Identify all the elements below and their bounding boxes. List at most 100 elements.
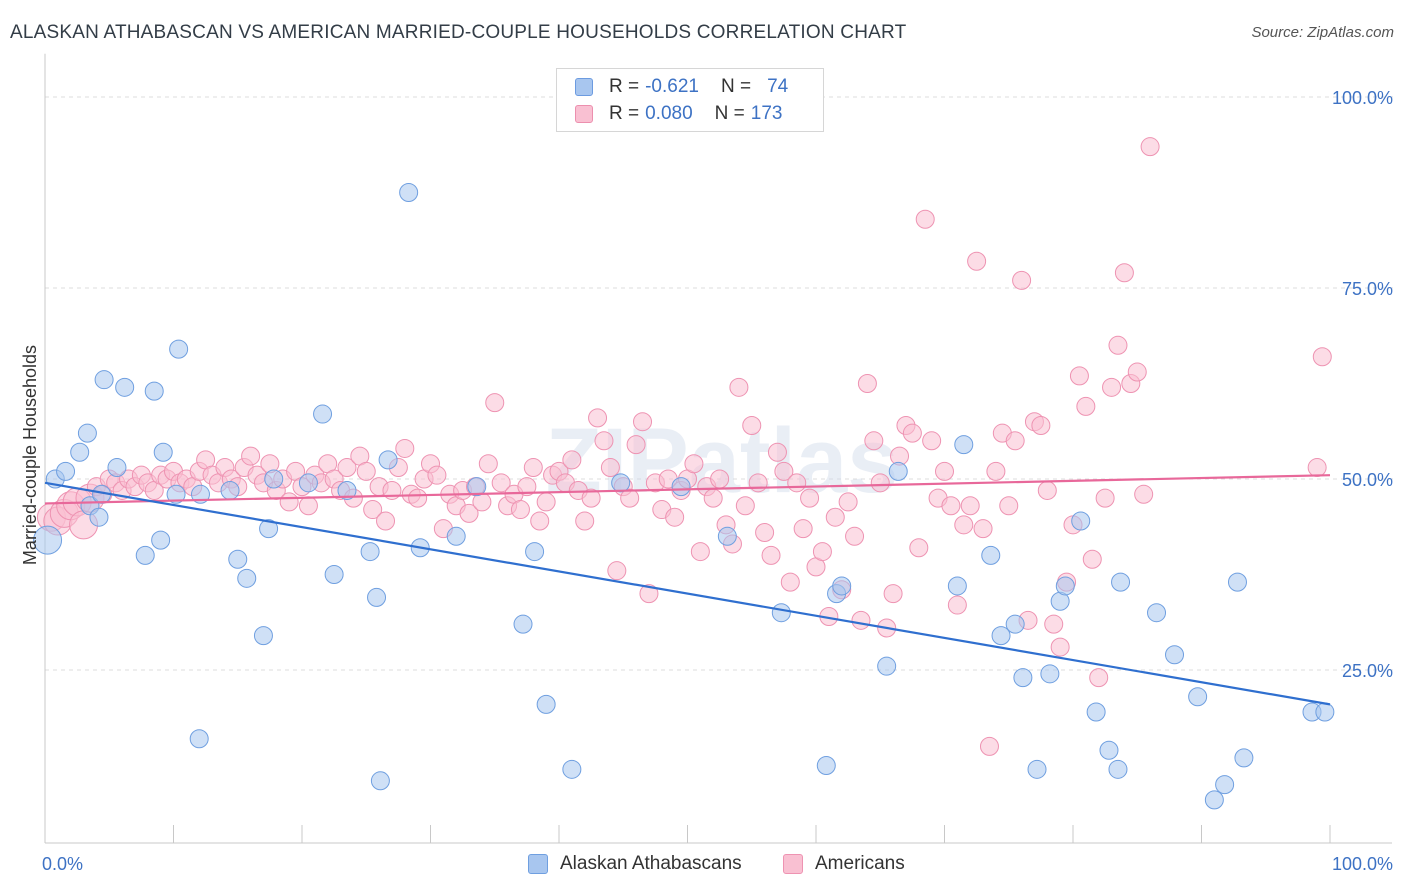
- point-athabascan: [153, 442, 173, 462]
- point-athabascan: [832, 576, 852, 596]
- chart-title: ALASKAN ATHABASCAN VS AMERICAN MARRIED-C…: [10, 22, 907, 43]
- bottom-legend-americans: Americans: [783, 850, 905, 878]
- point-athabascan: [888, 461, 908, 481]
- point-americans: [510, 500, 530, 520]
- point-americans: [735, 496, 755, 516]
- point-americans: [459, 503, 479, 523]
- legend-swatch-athabascan: [575, 78, 593, 96]
- point-americans: [825, 507, 845, 527]
- point-americans: [1307, 458, 1327, 478]
- point-americans: [530, 511, 550, 531]
- point-americans: [710, 469, 730, 489]
- point-americans: [536, 492, 556, 512]
- point-americans: [562, 450, 582, 470]
- point-americans: [279, 492, 299, 512]
- point-americans: [915, 209, 935, 229]
- point-athabascan: [513, 614, 533, 634]
- point-americans: [395, 438, 415, 458]
- point-americans: [999, 496, 1019, 516]
- point-athabascan: [1099, 740, 1119, 760]
- point-athabascan: [1234, 748, 1254, 768]
- point-athabascan: [228, 549, 248, 569]
- point-americans: [883, 584, 903, 604]
- point-athabascan: [562, 759, 582, 779]
- point-americans: [1037, 480, 1057, 500]
- point-athabascan: [169, 339, 189, 359]
- point-athabascan: [264, 469, 284, 489]
- source-label: Source: ZipAtlas.com: [1251, 24, 1394, 41]
- legend-row-athabascan: R = -0.621 N = 74: [575, 74, 788, 100]
- point-americans: [1044, 614, 1064, 634]
- point-americans: [575, 511, 595, 531]
- point-americans: [620, 488, 640, 508]
- legend-swatch-americans: [575, 105, 593, 123]
- point-americans: [1089, 668, 1109, 688]
- point-americans: [973, 519, 993, 539]
- point-athabascan: [446, 526, 466, 546]
- point-americans: [633, 412, 653, 432]
- legend-n-value: 74: [767, 76, 789, 97]
- point-americans: [870, 473, 890, 493]
- point-athabascan: [70, 442, 90, 462]
- point-americans: [909, 538, 929, 558]
- point-athabascan: [56, 461, 76, 481]
- point-athabascan: [144, 381, 164, 401]
- point-americans: [1114, 263, 1134, 283]
- point-athabascan: [1055, 576, 1075, 596]
- y-axis-title: Married-couple Households: [20, 345, 40, 565]
- point-americans: [607, 561, 627, 581]
- point-athabascan: [1147, 603, 1167, 623]
- point-americans: [298, 496, 318, 516]
- trend-lines: [44, 474, 1331, 706]
- point-americans: [902, 423, 922, 443]
- point-americans: [1076, 396, 1096, 416]
- point-athabascan: [33, 525, 63, 555]
- point-athabascan: [611, 473, 631, 493]
- point-americans: [408, 488, 428, 508]
- point-athabascan: [1071, 511, 1091, 531]
- point-americans: [1095, 488, 1115, 508]
- bottom-legend-swatch-athabascan: [528, 854, 548, 874]
- point-americans: [491, 473, 511, 493]
- point-athabascan: [399, 183, 419, 202]
- point-americans: [755, 522, 775, 542]
- axes: [44, 53, 1392, 844]
- bottom-legend-label-athabascan: Alaskan Athabascans: [560, 853, 742, 874]
- point-americans: [793, 519, 813, 539]
- point-americans: [427, 465, 447, 485]
- point-americans: [1012, 270, 1032, 290]
- correlation-legend: R = -0.621 N = 74 R = 0.080 N = 173: [556, 68, 824, 132]
- point-athabascan: [259, 519, 279, 539]
- point-athabascan: [1111, 572, 1131, 592]
- point-americans: [787, 473, 807, 493]
- legend-r-value: 0.080: [645, 103, 693, 124]
- point-athabascan: [771, 603, 791, 623]
- point-americans: [684, 454, 704, 474]
- point-americans: [478, 454, 498, 474]
- point-athabascan: [947, 576, 967, 596]
- point-americans: [337, 458, 357, 478]
- y-tick-label: 50.0%: [1342, 470, 1393, 490]
- point-americans: [979, 736, 999, 756]
- point-americans: [356, 461, 376, 481]
- point-americans: [767, 442, 787, 462]
- legend-r-label: R =: [609, 103, 640, 124]
- point-americans: [941, 496, 961, 516]
- point-americans: [864, 431, 884, 451]
- point-athabascan: [135, 545, 155, 565]
- point-americans: [1108, 335, 1128, 355]
- legend-r-value: -0.621: [645, 76, 699, 97]
- point-americans: [935, 461, 954, 481]
- point-americans: [639, 584, 659, 604]
- athabascan-points: [33, 183, 1335, 810]
- point-americans: [241, 446, 261, 466]
- point-athabascan: [981, 545, 1001, 565]
- point-athabascan: [313, 404, 333, 424]
- point-athabascan: [378, 450, 398, 470]
- point-americans: [600, 458, 620, 478]
- point-athabascan: [717, 526, 737, 546]
- point-athabascan: [525, 542, 545, 562]
- point-athabascan: [107, 458, 127, 478]
- point-athabascan: [1005, 614, 1025, 634]
